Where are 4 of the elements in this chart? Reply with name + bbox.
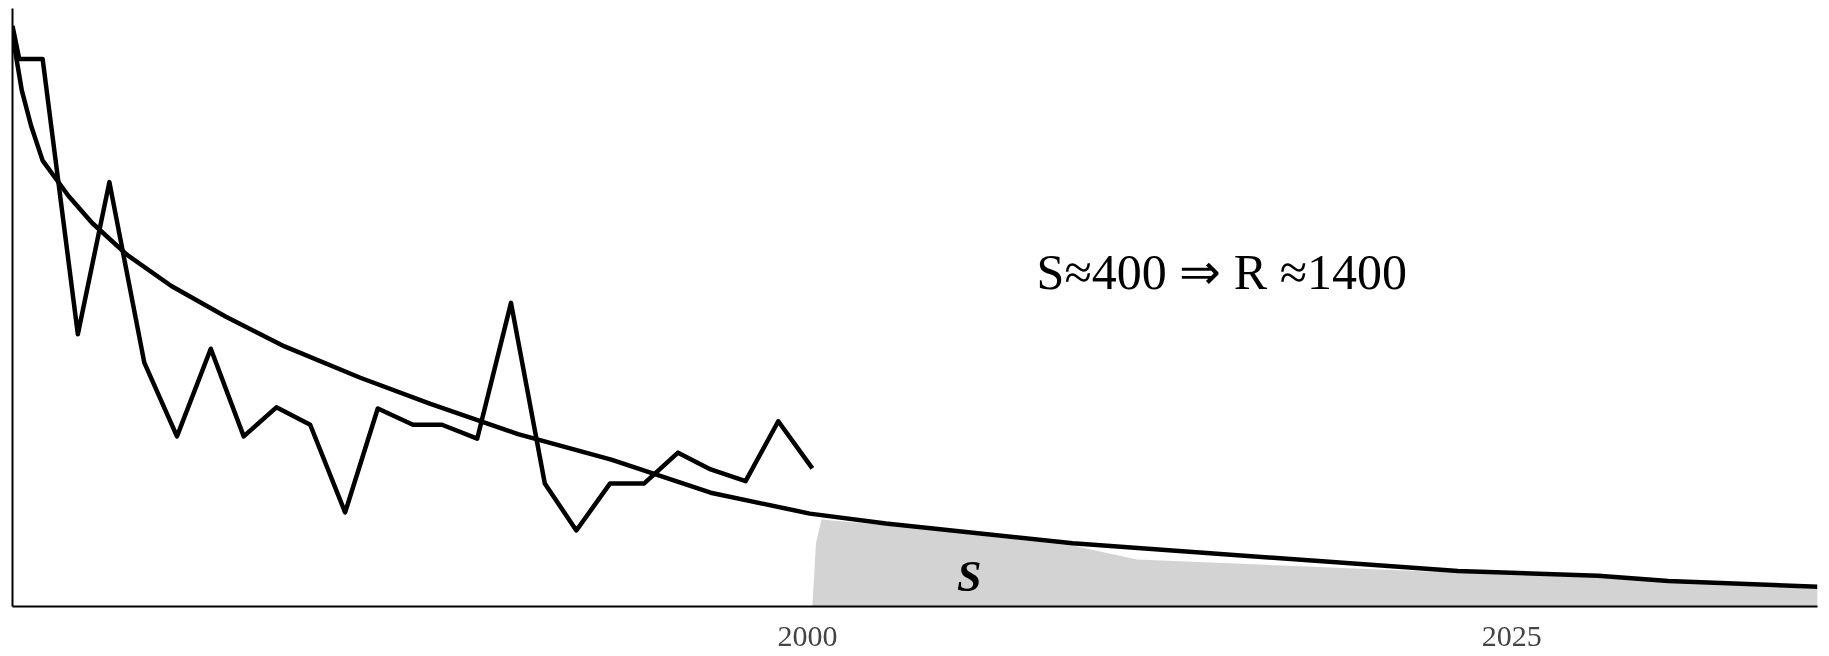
annotation: S≈400 ⇒ R ≈1400 <box>1036 243 1408 300</box>
annotation: S <box>956 552 982 602</box>
x-tick-label: 2025 <box>1481 618 1542 652</box>
x-tick-label: 2000 <box>777 618 838 652</box>
